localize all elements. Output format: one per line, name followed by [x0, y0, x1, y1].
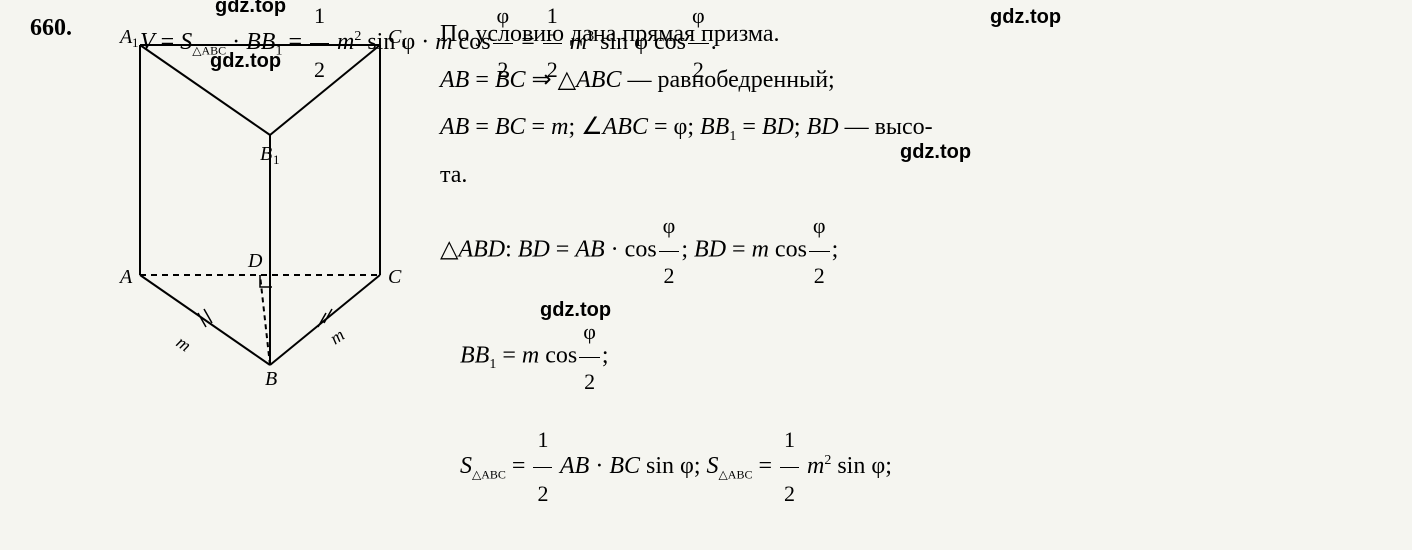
line-6: BB1 = m cosφ2; gdz.top	[460, 308, 1382, 406]
label-m-left: m	[173, 332, 195, 356]
bottom-formula: V = S△ABC · BB1 = 12 m2 sin φ · m cosφ2 …	[140, 0, 1412, 97]
label-d: D	[247, 250, 263, 272]
label-m-right: m	[326, 324, 348, 348]
label-a: A	[118, 266, 133, 288]
svg-text:1: 1	[273, 152, 280, 167]
line-7: S△ABC = 12 AB · BC sin φ; S△ABC = 12 m2 …	[460, 414, 1382, 521]
label-a1: A	[118, 26, 133, 48]
label-b: B	[265, 368, 277, 385]
watermark-2: gdz.top	[900, 136, 971, 168]
watermark-3: gdz.top	[540, 288, 611, 332]
label-c: C	[388, 266, 402, 288]
watermark-4: gdz.top	[215, 0, 286, 30]
problem-number: 660.	[30, 15, 72, 42]
svg-text:1: 1	[132, 35, 139, 50]
line-5: △ABD: BD = AB · cosφ2; BD = m cosφ2;	[440, 202, 1382, 300]
line-3: AB = BC = m; ∠ABC = φ; BB1 = BD; BD — вы…	[440, 108, 1382, 148]
watermark-5: gdz.top	[990, 0, 1061, 41]
label-b1: B	[260, 143, 272, 165]
